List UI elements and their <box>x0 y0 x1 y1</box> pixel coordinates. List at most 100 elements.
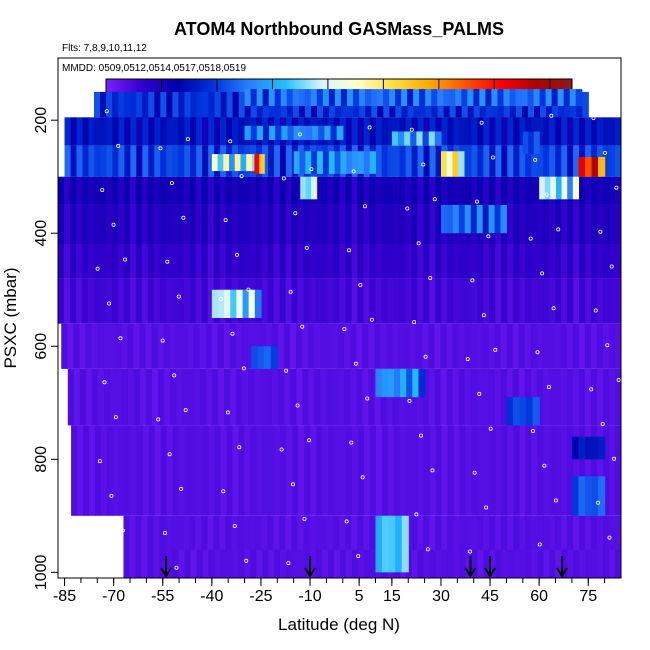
heatmap-cell <box>369 244 377 279</box>
sample-marker <box>535 350 540 355</box>
heatmap-cell <box>154 425 162 516</box>
heatmap-cell <box>398 131 405 146</box>
heatmap-cell <box>127 323 135 369</box>
heatmap-cell <box>262 425 269 516</box>
heatmap-cell <box>381 425 389 516</box>
heatmap-cell <box>334 549 341 578</box>
heatmap-cell <box>153 515 161 578</box>
heatmap-cell <box>208 91 216 118</box>
heatmap-cell <box>507 117 514 146</box>
heatmap-cell <box>297 204 305 245</box>
heatmap-cell <box>609 425 616 516</box>
heatmap-cell <box>603 549 610 578</box>
heatmap-cell <box>573 549 580 578</box>
heatmap-cell <box>464 204 472 234</box>
heatmap-cell <box>147 278 155 324</box>
heatmap-cell <box>207 176 215 205</box>
heatmap-cell <box>459 425 467 516</box>
heatmap-cell <box>147 244 155 279</box>
heatmap-cell <box>477 145 484 177</box>
heatmap-cell <box>350 368 358 426</box>
heatmap-cell <box>283 323 291 369</box>
heatmap-cell <box>447 176 454 205</box>
heatmap-cell <box>286 425 293 516</box>
heatmap-cell <box>231 515 238 578</box>
heatmap-cell <box>533 89 541 107</box>
heatmap-cell <box>274 89 282 107</box>
sample-marker <box>528 236 533 241</box>
heatmap-cell <box>254 154 260 174</box>
heatmap-cell <box>479 89 486 107</box>
heatmap-cell <box>63 176 71 205</box>
heatmap-cell <box>291 176 299 205</box>
sample-marker <box>470 278 475 283</box>
heatmap-cell <box>208 549 216 578</box>
heatmap-cell <box>75 204 83 245</box>
heatmap-cell <box>567 204 574 245</box>
heatmap-cell <box>363 151 371 174</box>
heatmap-cell <box>603 244 610 279</box>
heatmap-cell <box>369 549 377 578</box>
heatmap-cell <box>208 117 215 146</box>
heatmap-cell <box>147 204 155 245</box>
heatmap-cell <box>429 549 437 578</box>
heatmap-cell <box>543 278 550 324</box>
heatmap-cell <box>561 515 568 578</box>
sample-marker <box>609 264 614 269</box>
heatmap-cell <box>507 176 514 205</box>
heatmap-cell <box>344 323 351 369</box>
heatmap-cell <box>578 323 586 369</box>
heatmap-cell <box>124 425 132 516</box>
heatmap-cell <box>76 145 84 177</box>
heatmap-cell <box>105 176 113 205</box>
heatmap-cell <box>399 145 407 177</box>
heatmap-cell <box>453 278 460 324</box>
heatmap-cell <box>554 323 562 369</box>
heatmap-cell <box>112 117 119 146</box>
heatmap-cell <box>231 244 239 279</box>
heatmap-cell <box>100 425 108 516</box>
heatmap-cell <box>87 204 95 245</box>
flight-arrow <box>556 556 568 578</box>
heatmap-cell <box>531 425 538 516</box>
heatmap-cell <box>285 204 293 245</box>
heatmap-cell <box>530 323 538 369</box>
sample-marker <box>418 433 423 438</box>
heatmap-cell <box>399 204 406 245</box>
heatmap-cell <box>375 278 383 324</box>
heatmap-cell <box>250 425 257 516</box>
heatmap-cell <box>223 154 230 172</box>
heatmap-cell <box>483 244 490 279</box>
heatmap-cell <box>310 549 317 578</box>
sample-marker <box>432 197 437 202</box>
heatmap-cell <box>153 244 161 279</box>
heatmap-cell <box>309 515 316 578</box>
heatmap-cell <box>482 368 490 426</box>
heatmap-cell <box>81 278 89 324</box>
heatmap-cell <box>352 425 359 516</box>
heatmap-cell <box>305 125 313 140</box>
heatmap-cell <box>255 244 263 279</box>
heatmap-cell <box>470 204 478 234</box>
heatmap-cell <box>328 549 335 578</box>
heatmap-cell <box>207 204 215 245</box>
heatmap-cell <box>344 368 352 426</box>
sample-marker <box>414 512 419 517</box>
heatmap-cell <box>249 204 257 245</box>
heatmap-cell <box>281 125 289 140</box>
heatmap-cell <box>159 244 167 279</box>
heatmap-cell <box>615 425 621 516</box>
sample-marker <box>237 445 242 450</box>
heatmap-cell <box>326 368 333 426</box>
heatmap-cell <box>495 244 502 279</box>
heatmap-cell <box>485 89 493 107</box>
heatmap-cell <box>399 278 406 324</box>
heatmap-cell <box>483 278 490 324</box>
sample-marker <box>302 517 307 522</box>
heatmap-cell <box>257 346 265 369</box>
heatmap-cell <box>262 549 269 578</box>
heatmap-cell <box>308 323 315 369</box>
heatmap-cell <box>332 323 339 369</box>
heatmap-cell <box>387 204 394 245</box>
heatmap-cell <box>375 368 383 398</box>
